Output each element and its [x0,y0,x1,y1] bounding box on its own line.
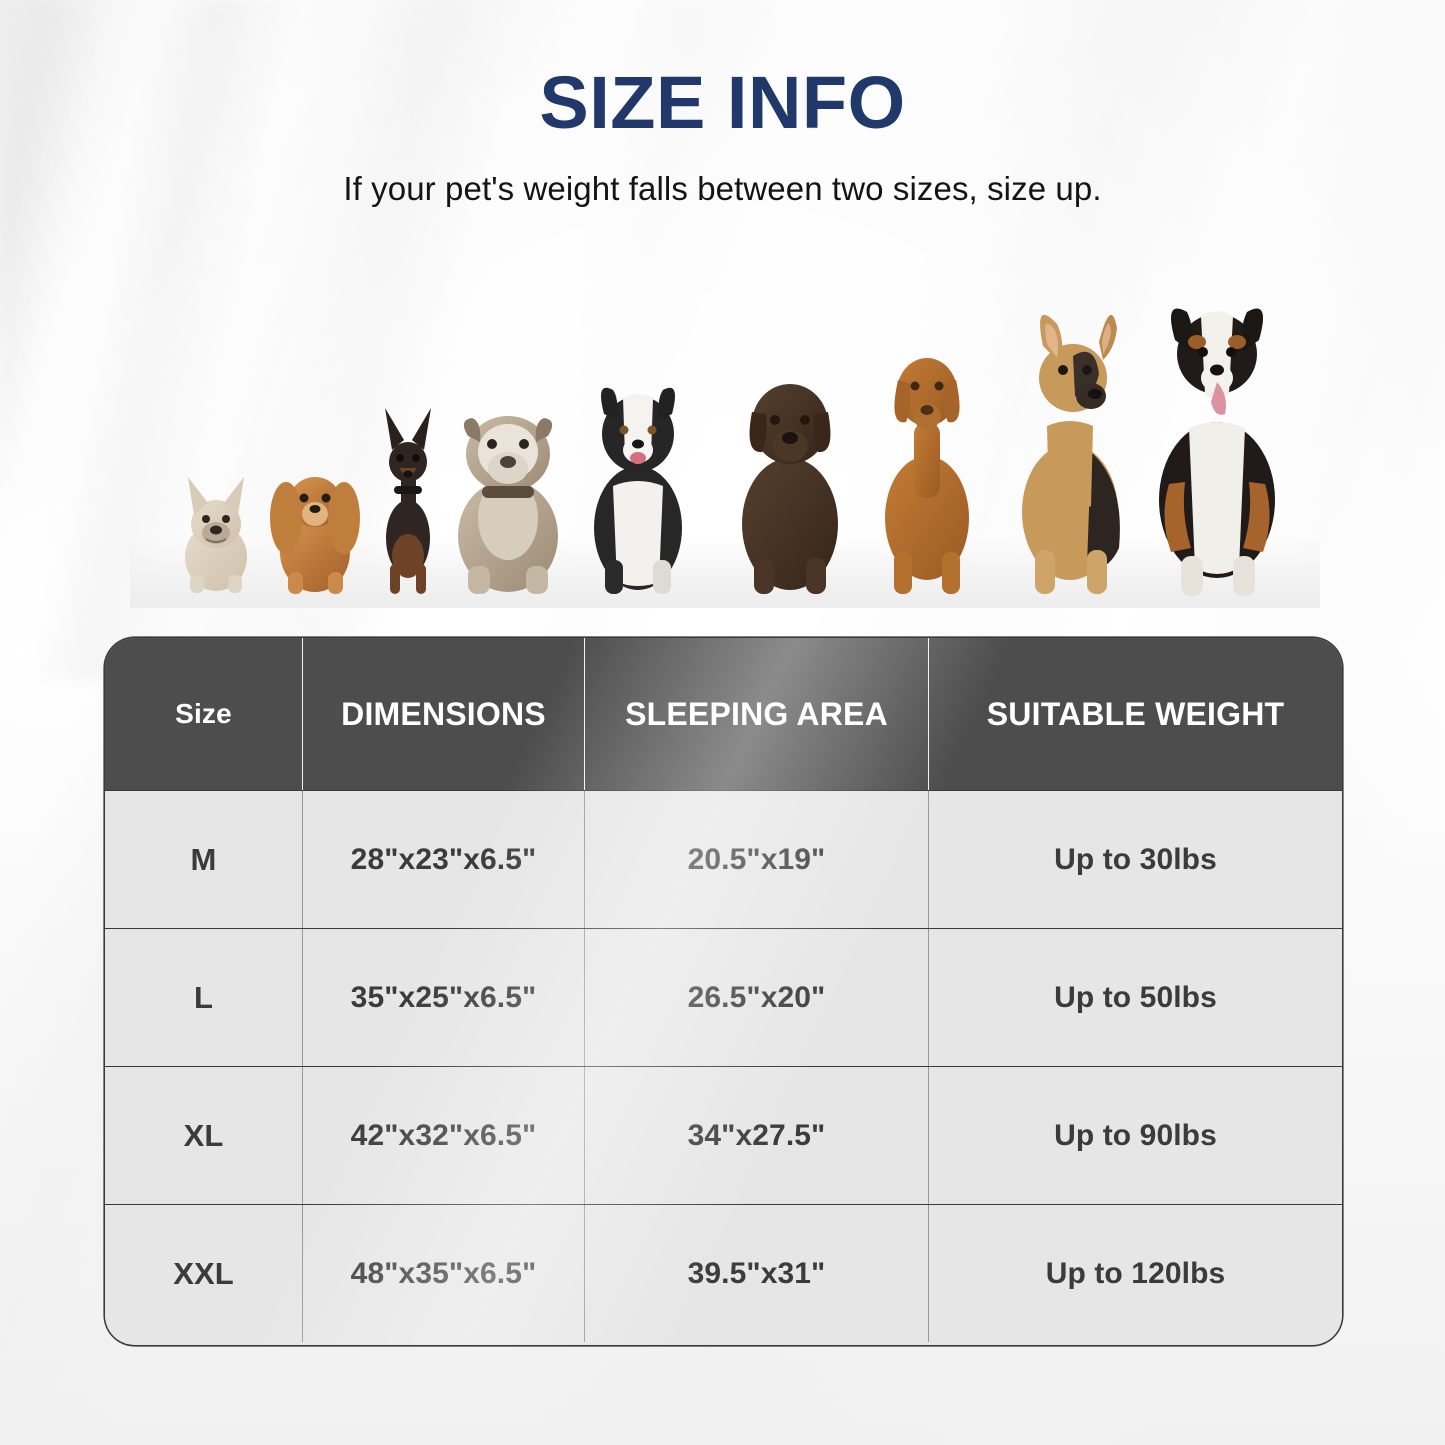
table-header-row: Size DIMENSIONS SLEEPING AREA SUITABLE W… [105,638,1342,790]
headline-block: SIZE INFO If your pet's weight falls bet… [0,66,1445,208]
cell-suitable-weight: Up to 120lbs [1045,1256,1226,1290]
column-header-suitable-weight: SUITABLE WEIGHT [986,695,1285,732]
cell-size: XXL [105,1205,303,1342]
dog-border-collie [573,336,703,598]
cell-dimensions: 42"x32"x6.5" [303,1067,585,1204]
dog-cavalier-king-charles-spaniel [260,410,370,596]
cell-dimensions: 48"x35"x6.5" [303,1205,585,1342]
column-header-size: Size [105,638,303,790]
dog-miniature-pinscher [363,378,453,596]
cell-sleeping-area: 20.5"x19" [585,791,929,928]
page-subtitle: If your pet's weight falls between two s… [343,170,1102,207]
column-header-sleeping-area: SLEEPING AREA [585,638,929,790]
cell-suitable-weight: Up to 90lbs [1054,1118,1217,1152]
dog-bulldog [438,368,578,596]
table-row: XL 42"x32"x6.5" 34"x27.5" Up to 90lbs [105,1066,1342,1204]
cell-size: M [105,791,303,928]
table-row: L 35"x25"x6.5" 26.5"x20" Up to 50lbs [105,928,1342,1066]
cell-dimensions: 28"x23"x6.5" [303,791,585,928]
table-row: XXL 48"x35"x6.5" 39.5"x31" Up to 120lbs [105,1204,1342,1342]
table-row: M 28"x23"x6.5" 20.5"x19" Up to 30lbs [105,790,1342,928]
cell-suitable-weight: Up to 50lbs [1054,980,1217,1014]
page-title: SIZE INFO [539,61,906,144]
column-header-dimensions: DIMENSIONS [303,638,585,790]
cell-sleeping-area: 26.5"x20" [585,929,929,1066]
cell-sleeping-area: 34"x27.5" [585,1067,929,1204]
dog-vizsla [862,306,992,598]
dog-bernese-mountain-dog [1135,268,1300,598]
dog-french-bulldog [166,429,266,594]
cell-size: L [105,929,303,1066]
cell-size: XL [105,1067,303,1204]
cell-dimensions: 35"x25"x6.5" [303,929,585,1066]
cell-sleeping-area: 39.5"x31" [585,1205,929,1342]
size-info-table: Size DIMENSIONS SLEEPING AREA SUITABLE W… [105,638,1342,1345]
dog-chocolate-labrador [720,328,860,598]
dog-size-lineup-photo [130,258,1320,608]
dog-german-shepherd [995,286,1145,598]
cell-suitable-weight: Up to 30lbs [1054,842,1217,876]
